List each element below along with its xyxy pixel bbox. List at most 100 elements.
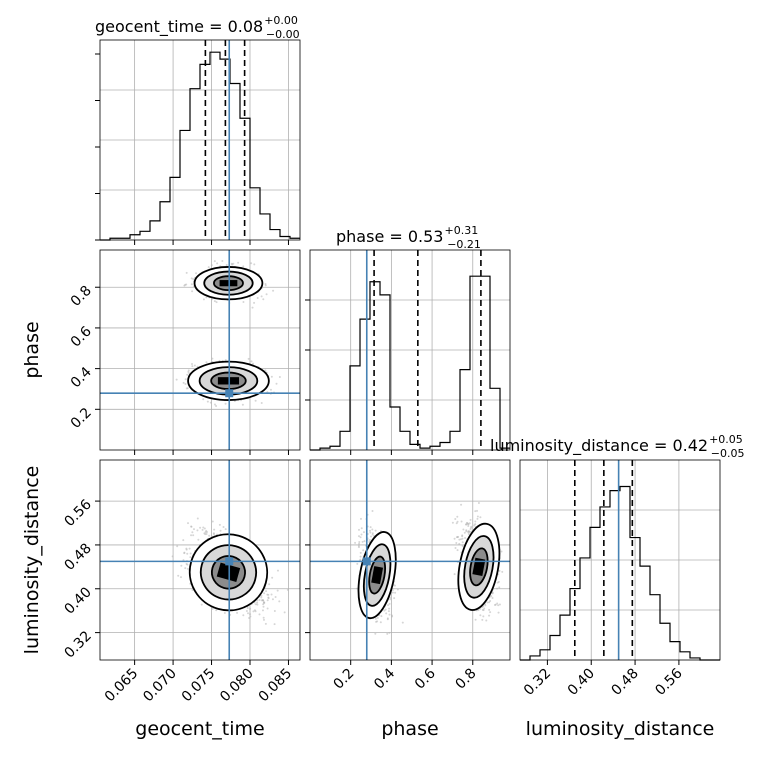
sample-point: [391, 589, 394, 592]
sample-point: [488, 614, 491, 617]
sample-point: [267, 596, 270, 599]
sample-point: [462, 528, 465, 531]
sample-point: [249, 607, 252, 610]
sample-point: [260, 594, 263, 597]
sample-point: [202, 526, 205, 529]
truth-marker: [362, 557, 371, 566]
x-tick-label: 0.4: [371, 665, 398, 692]
histogram-luminosity_distance: [520, 485, 720, 661]
sample-point: [474, 520, 477, 523]
sample-point: [488, 608, 491, 611]
title-luminosity-distance: luminosity_distance = 0.42+0.05 −0.05: [490, 433, 745, 460]
sample-point: [254, 399, 257, 402]
sample-point: [190, 534, 193, 537]
sample-point: [354, 541, 357, 544]
sample-point: [489, 611, 492, 614]
sample-point: [479, 614, 482, 617]
sample-point: [496, 587, 499, 590]
sample-point: [476, 515, 479, 518]
sample-point: [204, 533, 207, 536]
sample-point: [401, 621, 404, 624]
sample-point: [461, 534, 464, 537]
sample-point: [286, 588, 289, 591]
sample-point: [482, 615, 485, 618]
sample-point: [265, 293, 268, 296]
sample-point: [456, 520, 459, 523]
sample-point: [358, 541, 361, 544]
sample-point: [393, 584, 396, 587]
sample-point: [369, 531, 372, 534]
sample-point: [262, 298, 265, 301]
sample-point: [187, 370, 190, 373]
x-tick-label: 0.6: [412, 665, 439, 692]
sample-point: [263, 602, 266, 605]
sample-point: [253, 263, 256, 266]
sample-point: [460, 520, 463, 523]
sample-point: [187, 522, 190, 525]
sample-point: [199, 526, 202, 529]
sample-point: [357, 544, 360, 547]
sample-point: [388, 631, 391, 634]
sample-point: [359, 555, 362, 558]
sample-point: [455, 522, 458, 525]
sample-point: [252, 610, 255, 613]
sample-point: [206, 400, 209, 403]
sample-point: [357, 535, 360, 538]
xlabel-geocent-time: geocent_time: [135, 718, 264, 740]
sample-point: [253, 609, 256, 612]
sample-point: [374, 632, 377, 635]
sample-point: [210, 298, 213, 301]
sample-point: [276, 569, 279, 572]
x-tick-label: 0.2: [330, 666, 357, 693]
sample-point: [202, 398, 205, 401]
sample-point: [264, 284, 267, 287]
sample-point: [207, 266, 210, 269]
sample-point: [469, 518, 472, 521]
sample-point: [276, 589, 279, 592]
sample-point: [481, 618, 484, 621]
sample-point: [371, 528, 374, 531]
sample-point: [485, 619, 488, 622]
sample-point: [359, 536, 362, 539]
sample-point: [357, 528, 360, 531]
sample-point: [176, 545, 179, 548]
sample-point: [187, 567, 190, 570]
sample-point: [454, 546, 457, 549]
sample-point: [184, 567, 187, 570]
sample-point: [278, 600, 281, 603]
sample-point: [256, 603, 259, 606]
sample-point: [375, 620, 378, 623]
sample-point: [224, 402, 227, 405]
sample-point: [192, 278, 195, 281]
sample-point: [184, 382, 187, 385]
sample-point: [488, 601, 491, 604]
sample-point: [500, 550, 503, 553]
sample-point: [187, 369, 190, 372]
sample-point: [247, 612, 250, 615]
sample-point: [463, 531, 466, 534]
sample-point: [256, 601, 259, 604]
sample-point: [192, 528, 195, 531]
ylabel-luminosity-distance: luminosity_distance: [21, 466, 43, 655]
sample-point: [224, 528, 227, 531]
sample-point: [467, 530, 470, 533]
title-geocent-time: geocent_time = 0.08+0.00 −0.00: [95, 14, 300, 41]
sample-point: [470, 526, 473, 529]
panel-frame: [99, 39, 301, 241]
sample-point: [497, 611, 500, 614]
sample-point: [474, 618, 477, 621]
sample-point: [461, 545, 464, 548]
ylabel-phase: phase: [21, 321, 43, 378]
sample-point: [267, 593, 270, 596]
sample-point: [205, 296, 208, 299]
sample-point: [270, 375, 273, 378]
sample-point: [368, 540, 371, 543]
sample-point: [484, 604, 487, 607]
sample-point: [456, 515, 459, 518]
sample-point: [215, 301, 218, 304]
sample-point: [474, 523, 477, 526]
sample-point: [498, 569, 501, 572]
title-phase: phase = 0.53+0.31 −0.21: [336, 224, 481, 251]
sample-point: [256, 296, 259, 299]
sample-point: [171, 555, 174, 558]
